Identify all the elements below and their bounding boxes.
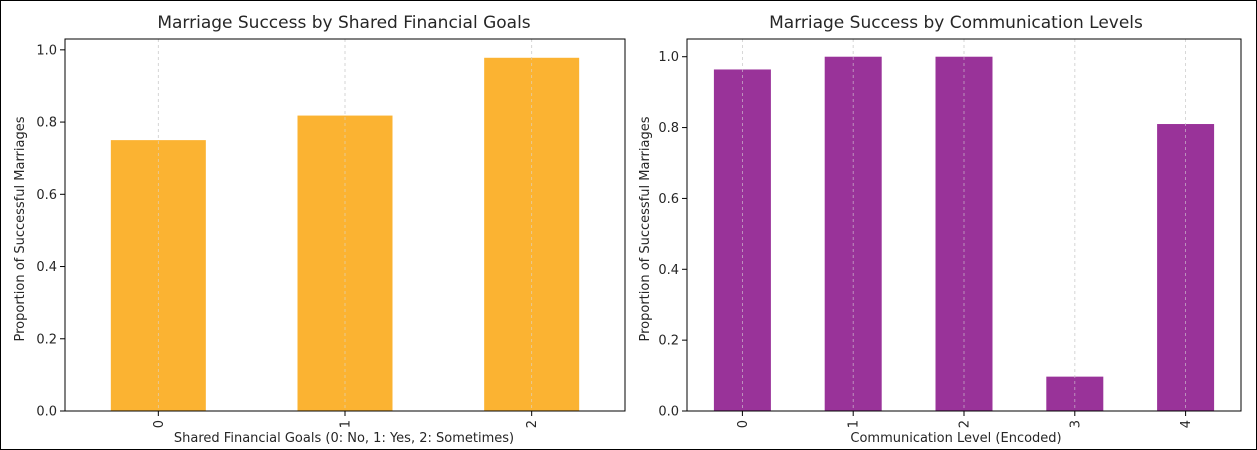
x-tick-label: 2 xyxy=(958,420,973,428)
y-tick-label: 0.0 xyxy=(658,405,679,420)
y-tick-label: 0.0 xyxy=(36,405,57,420)
y-tick-label: 1.0 xyxy=(36,43,57,58)
bars xyxy=(713,39,1215,412)
x-ticks: 0 1 2 3 4 xyxy=(736,411,1194,428)
y-ticks: 0.0 0.2 0.4 0.6 0.8 1.0 xyxy=(658,50,687,420)
y-tick-label: 0.8 xyxy=(36,116,57,131)
x-tick-label: 1 xyxy=(339,420,354,428)
bars xyxy=(110,39,580,412)
chart-financial-goals: Marriage Success by Shared Financial Goa… xyxy=(13,13,626,446)
bar-0 xyxy=(713,69,771,412)
x-tick-label: 3 xyxy=(1068,420,1083,428)
chart-title: Marriage Success by Shared Financial Goa… xyxy=(157,13,530,33)
y-tick-label: 0.8 xyxy=(658,121,679,136)
y-tick-label: 0.6 xyxy=(36,188,57,203)
x-tick-label: 2 xyxy=(525,420,540,428)
y-tick-label: 0.4 xyxy=(36,260,57,275)
x-tick-label: 4 xyxy=(1179,420,1194,428)
y-ticks: 0.0 0.2 0.4 0.6 0.8 1.0 xyxy=(36,43,65,420)
plot-frame xyxy=(686,38,1242,412)
chart-communication-levels: Marriage Success by Communication Levels… xyxy=(638,13,1242,446)
y-axis-label: Proportion of Successful Marriages xyxy=(13,116,28,341)
plot-frame xyxy=(64,38,626,412)
y-tick-label: 0.2 xyxy=(658,334,679,349)
x-axis-label: Shared Financial Goals (0: No, 1: Yes, 2… xyxy=(174,431,514,446)
chart-title: Marriage Success by Communication Levels xyxy=(769,13,1143,33)
y-tick-label: 0.2 xyxy=(36,332,57,347)
x-tick-label: 0 xyxy=(736,420,751,428)
x-axis-label: Communication Level (Encoded) xyxy=(850,431,1061,446)
y-tick-label: 0.6 xyxy=(658,192,679,207)
x-tick-label: 1 xyxy=(847,420,862,428)
y-tick-label: 1.0 xyxy=(658,50,679,65)
y-axis-label: Proportion of Successful Marriages xyxy=(638,116,653,341)
x-tick-label: 0 xyxy=(152,420,167,428)
x-ticks: 0 1 2 xyxy=(152,411,540,428)
y-tick-label: 0.4 xyxy=(658,263,679,278)
